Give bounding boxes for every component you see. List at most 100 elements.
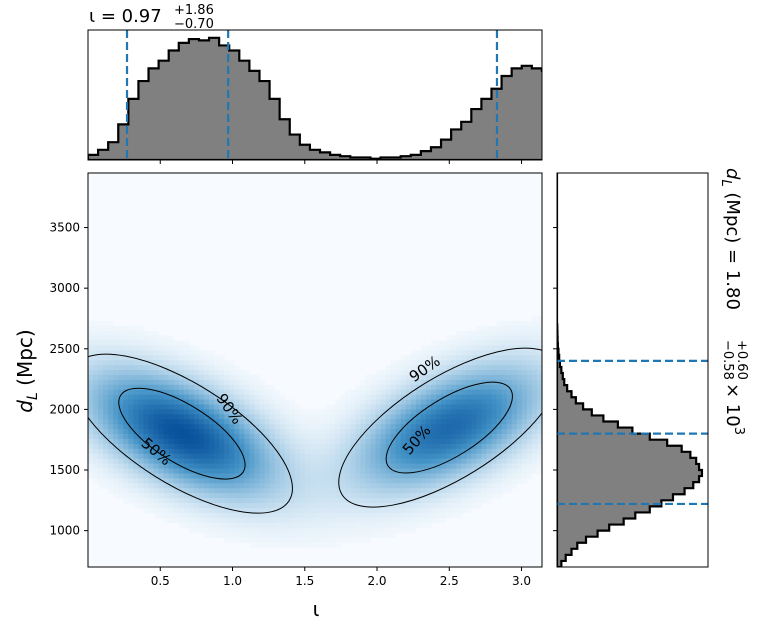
density-cell xyxy=(471,453,478,460)
density-cell xyxy=(204,419,210,425)
x-tick-label: 1.0 xyxy=(223,574,242,588)
density-cell xyxy=(148,379,155,386)
density-cell xyxy=(93,463,99,470)
density-cell xyxy=(158,438,165,445)
density-cell xyxy=(234,414,240,420)
density-cell xyxy=(420,502,427,509)
density-cell xyxy=(279,424,286,430)
density-cell xyxy=(133,404,140,410)
density-cell xyxy=(148,414,155,420)
density-cell xyxy=(274,483,281,489)
density-cell xyxy=(405,438,412,445)
density-cell xyxy=(254,532,261,539)
density-cell xyxy=(178,409,185,415)
density-cell xyxy=(249,399,256,406)
density-cell xyxy=(209,434,215,440)
density-cell xyxy=(264,419,271,425)
density-cell xyxy=(299,443,306,450)
density-cell xyxy=(259,517,266,524)
density-cell xyxy=(481,478,488,484)
density-cell xyxy=(289,424,296,430)
density-cell xyxy=(405,374,412,381)
density-cell xyxy=(476,370,483,376)
density-cell xyxy=(264,384,271,391)
density-cell xyxy=(254,512,261,519)
density-cell xyxy=(446,409,452,415)
density-cell xyxy=(309,478,316,484)
density-cell xyxy=(229,483,235,489)
density-cell xyxy=(330,507,336,514)
density-cell xyxy=(249,438,256,445)
density-cell xyxy=(249,389,256,396)
density-cell xyxy=(315,429,321,435)
density-cell xyxy=(163,409,170,415)
density-cell xyxy=(365,379,372,386)
density-cell xyxy=(400,399,407,406)
density-cell xyxy=(204,414,210,420)
density-cell xyxy=(400,502,407,509)
density-cell xyxy=(501,350,508,356)
density-cell xyxy=(234,532,240,539)
density-cell xyxy=(163,370,170,376)
density-cell xyxy=(461,384,467,391)
density-cell xyxy=(138,438,145,445)
density-cell xyxy=(193,399,200,406)
density-cell xyxy=(400,443,407,450)
density-cell xyxy=(501,443,508,450)
density-cell xyxy=(183,340,190,346)
density-cell xyxy=(204,360,210,366)
density-cell xyxy=(415,463,422,470)
density-cell xyxy=(274,424,281,430)
density-cell xyxy=(501,419,508,425)
density-cell xyxy=(128,394,134,401)
density-cell xyxy=(491,424,498,430)
density-cell xyxy=(128,365,134,371)
density-cell xyxy=(481,414,488,420)
density-cell xyxy=(103,399,109,406)
x-tick-label: 3.0 xyxy=(512,574,531,588)
density-cell xyxy=(491,399,498,406)
density-cell xyxy=(239,478,245,484)
density-cell xyxy=(410,350,417,356)
density-cell xyxy=(168,360,175,366)
density-cell xyxy=(168,389,175,396)
density-cell xyxy=(486,384,493,391)
density-cell xyxy=(315,448,321,455)
density-cell xyxy=(521,320,528,327)
density-cell xyxy=(93,345,99,351)
density-cell xyxy=(219,473,225,479)
density-cell xyxy=(441,478,447,484)
density-cell xyxy=(410,443,417,450)
density-cell xyxy=(380,374,387,381)
density-cell xyxy=(476,434,483,440)
density-cell xyxy=(415,473,422,479)
density-cell xyxy=(239,458,245,465)
density-cell xyxy=(269,473,276,479)
density-cell xyxy=(486,345,493,351)
density-cell xyxy=(103,419,109,425)
density-cell xyxy=(188,419,195,425)
density-cell xyxy=(360,468,367,475)
density-cell xyxy=(123,409,129,415)
density-cell xyxy=(108,463,114,470)
density-cell xyxy=(350,463,356,470)
density-cell xyxy=(451,443,457,450)
density-cell xyxy=(506,419,513,425)
density-cell xyxy=(294,483,301,489)
density-cell xyxy=(113,478,119,484)
density-cell xyxy=(335,527,341,534)
density-cell xyxy=(501,478,508,484)
density-cell xyxy=(98,374,104,381)
density-cell xyxy=(410,409,417,415)
density-cell xyxy=(214,512,220,519)
density-cell xyxy=(219,394,225,401)
density-cell xyxy=(441,365,447,371)
density-cell xyxy=(441,463,447,470)
density-cell xyxy=(309,483,316,489)
density-cell xyxy=(385,429,392,435)
density-cell xyxy=(325,434,331,440)
density-cell xyxy=(521,370,528,376)
density-cell xyxy=(330,537,336,543)
density-cell xyxy=(400,379,407,386)
density-cell xyxy=(304,438,311,445)
